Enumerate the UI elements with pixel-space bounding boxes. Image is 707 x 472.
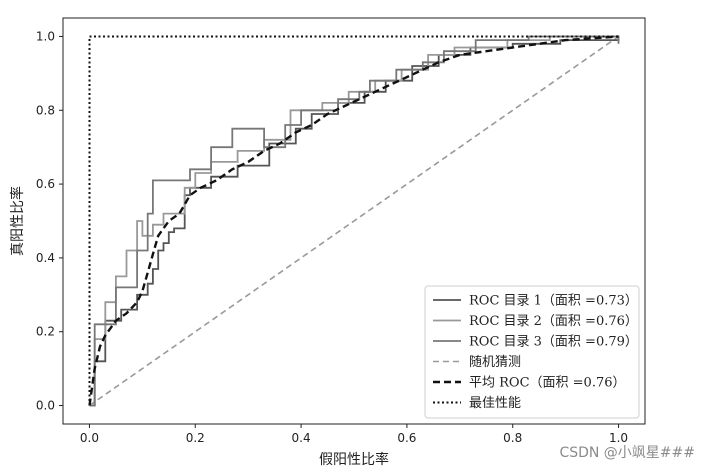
- x-tick-label: 0.2: [186, 431, 205, 445]
- legend-label-2: ROC 目录 2（面积 =0.76）: [469, 314, 638, 329]
- watermark: CSDN @小飒星###: [559, 445, 695, 461]
- y-tick-label: 0.8: [36, 103, 55, 117]
- legend-box: [424, 285, 640, 419]
- plot-frame: [62, 17, 646, 425]
- legend-label-1: ROC 目录 1（面积 =0.73）: [469, 294, 638, 309]
- legend-label-4: 随机猜测: [469, 355, 521, 370]
- legend-label-3: ROC 目录 3（面积 =0.79）: [469, 335, 638, 350]
- y-tick-label: 1.0: [36, 29, 55, 43]
- y-tick-label: 0.2: [36, 325, 55, 339]
- y-tick-label: 0.6: [36, 177, 55, 191]
- y-tick-label: 0.0: [36, 399, 55, 413]
- y-tick-label: 0.4: [36, 251, 55, 265]
- x-tick-label: 0.8: [503, 431, 522, 445]
- y-axis-label: 真阳性比率: [9, 186, 26, 256]
- x-tick-label: 1.0: [609, 431, 628, 445]
- series-line-4: [89, 35, 619, 407]
- x-tick-label: 0.0: [80, 431, 99, 445]
- x-tick-label: 0.6: [397, 431, 416, 445]
- series-line-6: [88, 35, 619, 406]
- series-line-2: [89, 35, 620, 407]
- legend-label-5: 平均 ROC（面积 =0.76）: [469, 376, 626, 391]
- series-line-3: [89, 35, 620, 407]
- x-axis-label: 假阳性比率: [319, 451, 389, 468]
- legend-label-6: 最佳性能: [469, 396, 521, 411]
- x-tick-label: 0.4: [292, 431, 311, 445]
